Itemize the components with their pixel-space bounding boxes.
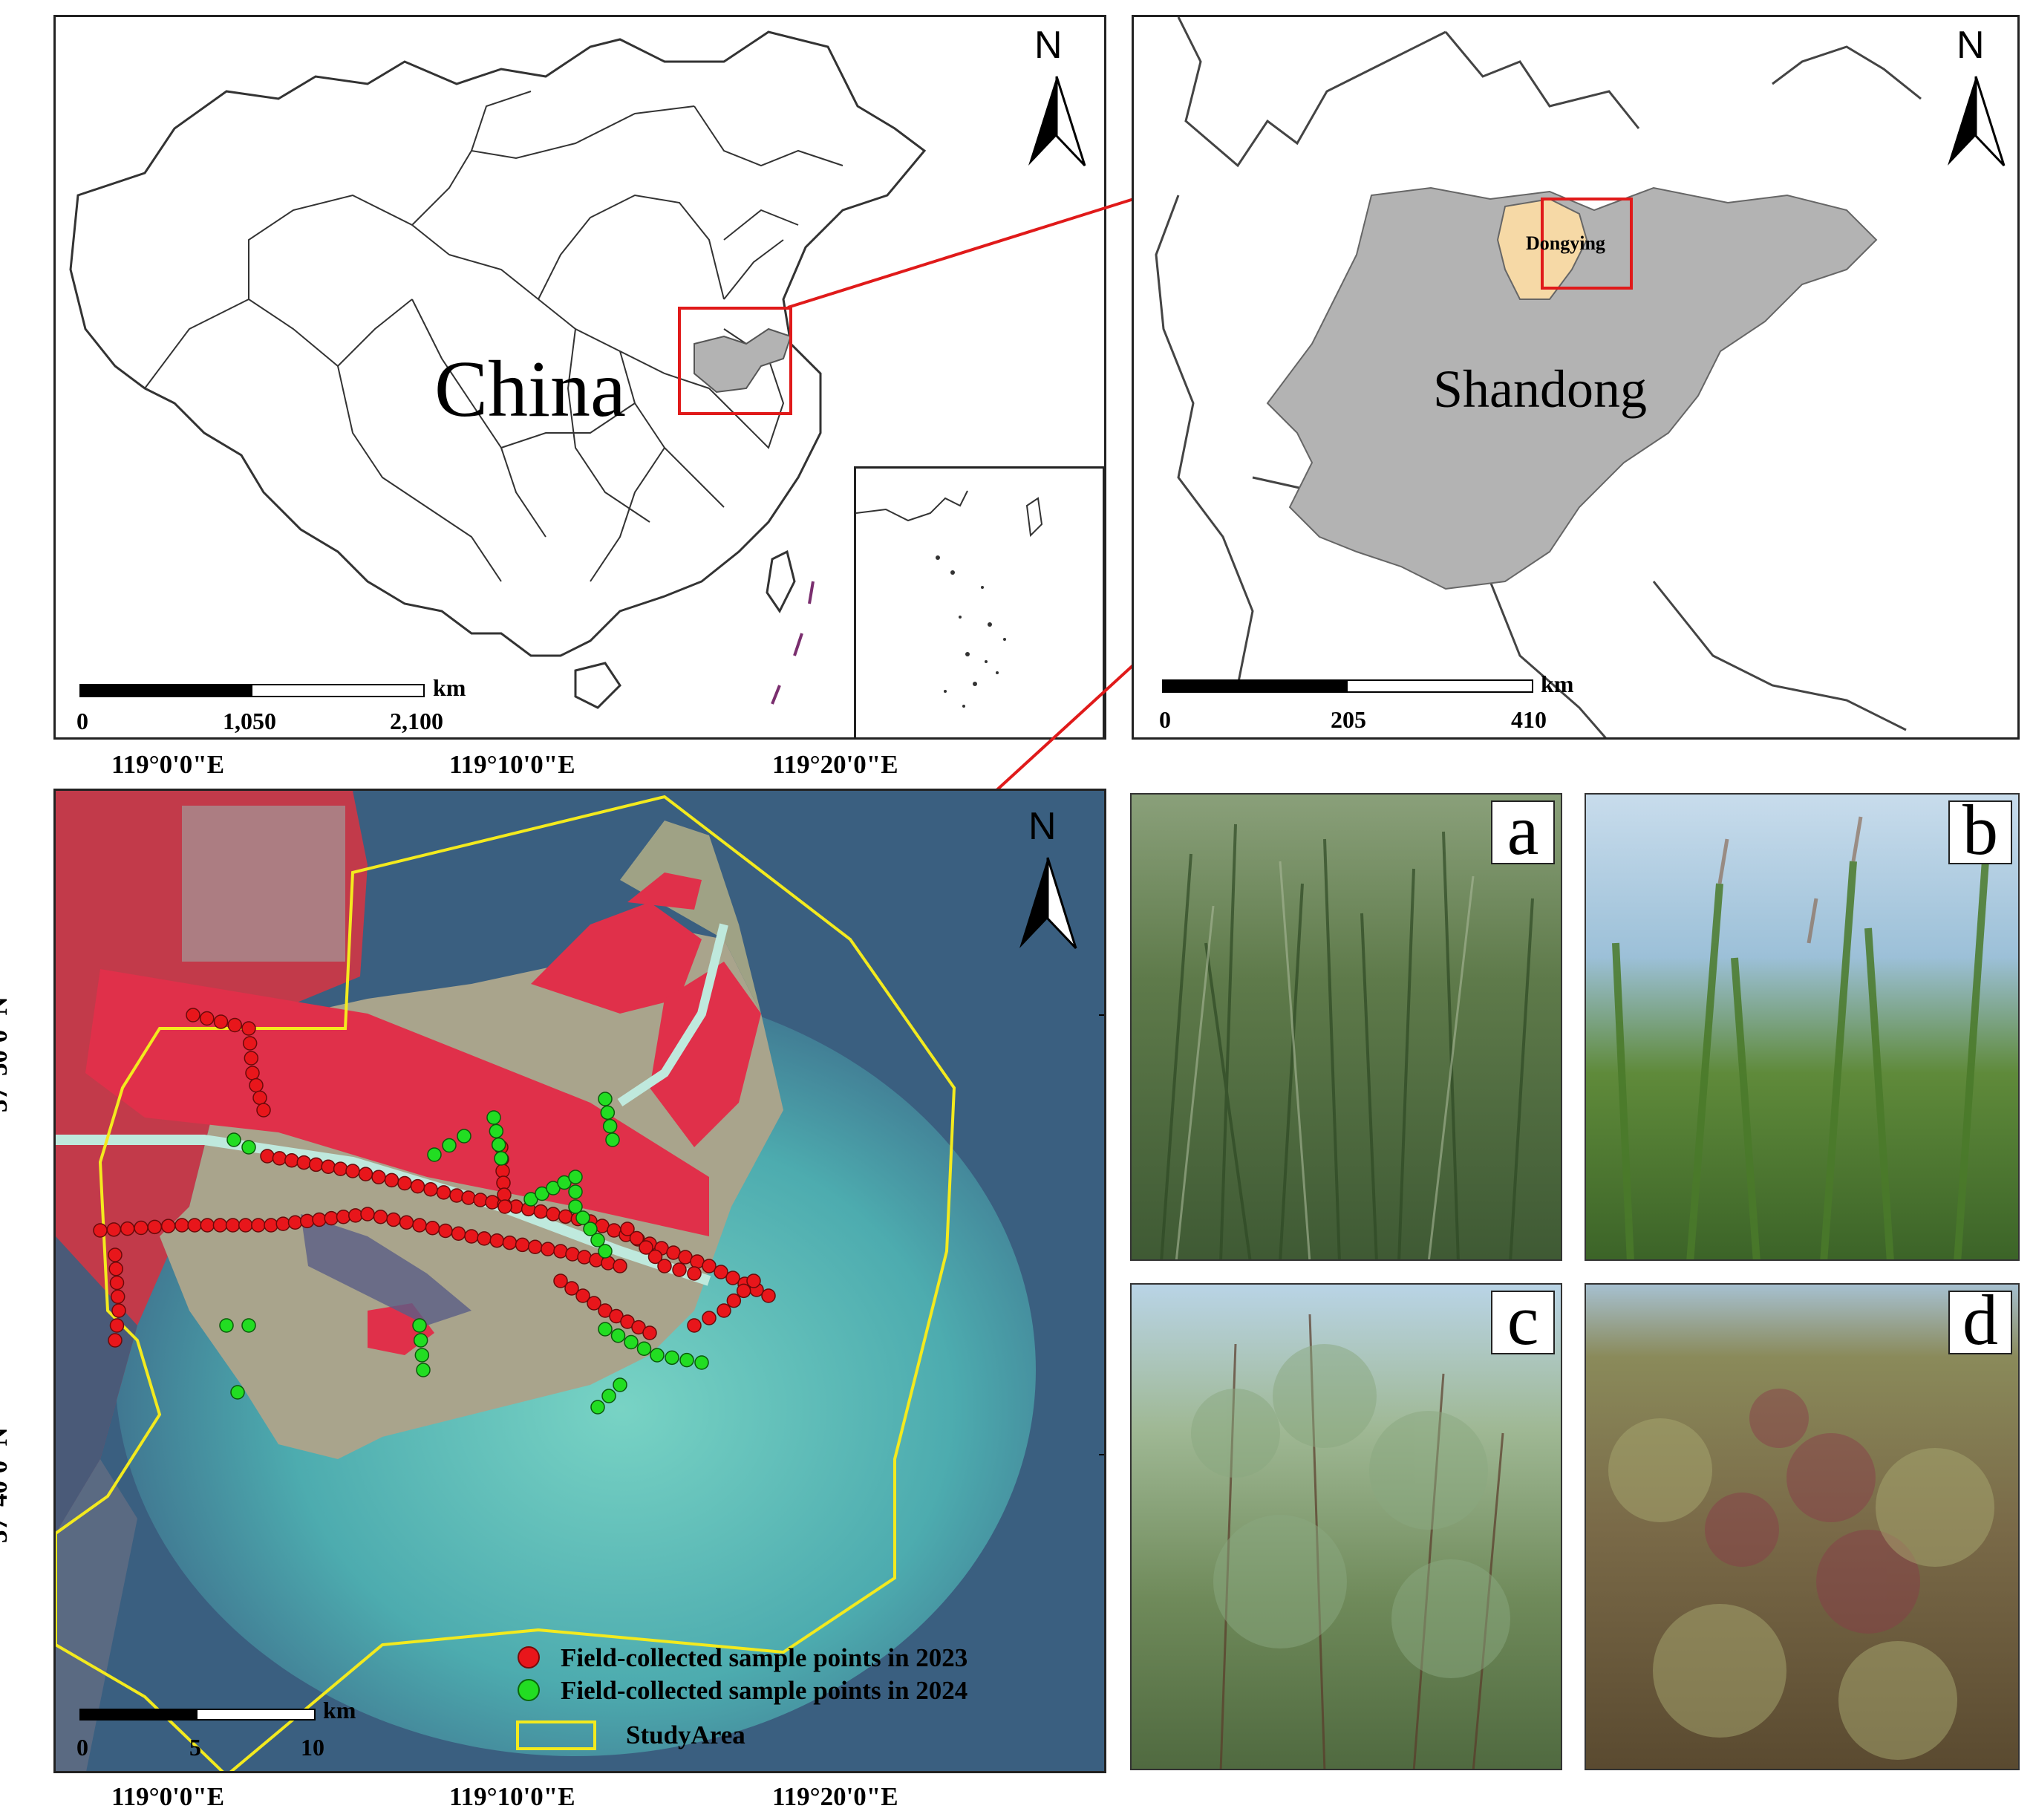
photo-a: a — [1130, 793, 1562, 1261]
city-label: Dongying — [1526, 232, 1605, 254]
china-outline-map — [69, 30, 927, 709]
scale-unit: km — [323, 1697, 356, 1723]
scale-bar — [79, 684, 425, 697]
legend-label-2024: Field-collected sample points in 2024 — [561, 1676, 968, 1705]
legend-label-study-area: StudyArea — [626, 1720, 745, 1749]
scale-tick-0: 0 — [1159, 706, 1171, 733]
lon-label-top-0: 119°0'0"E — [111, 750, 225, 779]
legend-marker-2024 — [518, 1679, 540, 1701]
lon-label-bottom-2: 119°20'0"E — [772, 1782, 898, 1811]
province-label: Shandong — [1433, 359, 1647, 419]
country-label: China — [434, 345, 626, 434]
shandong-outline-map — [1155, 17, 1922, 737]
scale-bar — [79, 1709, 316, 1720]
south-china-sea-islands — [856, 490, 1043, 708]
photo-b: b — [1585, 793, 2020, 1261]
photo-label-a: a — [1491, 795, 1555, 866]
scale-tick-0: 0 — [76, 708, 88, 734]
reed-photo — [1612, 816, 1991, 1259]
north-label: N — [1957, 24, 1985, 67]
lon-label-top-1: 119°10'0"E — [449, 750, 575, 779]
lon-label-bottom-0: 119°0'0"E — [111, 1782, 225, 1811]
reed-photo — [1160, 823, 1534, 1259]
photo-label-b: b — [1948, 795, 2012, 866]
scale-unit: km — [433, 674, 466, 701]
legend: Field-collected sample points in 2023 Fi… — [516, 1637, 1103, 1771]
photo-c: c — [1130, 1283, 1562, 1770]
north-label: N — [1034, 24, 1063, 67]
scale-tick-1: 205 — [1331, 706, 1366, 733]
lat-label-0: 37°50'0"N — [0, 997, 13, 1112]
legend-label-2023: Field-collected sample points in 2023 — [561, 1643, 968, 1672]
scale-tick-0: 0 — [76, 1734, 88, 1761]
suaeda-photo — [1608, 1389, 1994, 1760]
photo-d: d — [1585, 1283, 2020, 1770]
scale-tick-1: 5 — [189, 1734, 201, 1761]
scale-bar — [1162, 679, 1533, 693]
lon-label-top-2: 119°20'0"E — [772, 750, 898, 779]
legend-marker-2023 — [518, 1646, 540, 1669]
lat-label-1: 37°40'0"N — [0, 1427, 13, 1543]
scale-tick-2: 410 — [1511, 706, 1547, 733]
tamarisk-photo — [1191, 1314, 1510, 1769]
photo-label-c: c — [1491, 1285, 1555, 1356]
scale-tick-2: 2,100 — [390, 708, 443, 734]
scale-tick-1: 1,050 — [223, 708, 276, 734]
photo-label-d: d — [1948, 1285, 2012, 1356]
shandong-map-panel: Dongying Shandong N km 0 205 410 — [1132, 15, 2020, 740]
south-china-sea-inset — [854, 466, 1104, 737]
study-area-map-panel: N Field-collected sample points in 2023 … — [53, 789, 1106, 1773]
north-label: N — [1028, 805, 1057, 848]
legend-study-area-swatch — [516, 1720, 596, 1750]
satellite-image — [56, 791, 1104, 1771]
lon-label-bottom-1: 119°10'0"E — [449, 1782, 575, 1811]
scale-unit: km — [1541, 671, 1574, 697]
scale-tick-2: 10 — [301, 1734, 324, 1761]
china-map-panel: N China km 0 1,050 2,100 — [53, 15, 1106, 740]
